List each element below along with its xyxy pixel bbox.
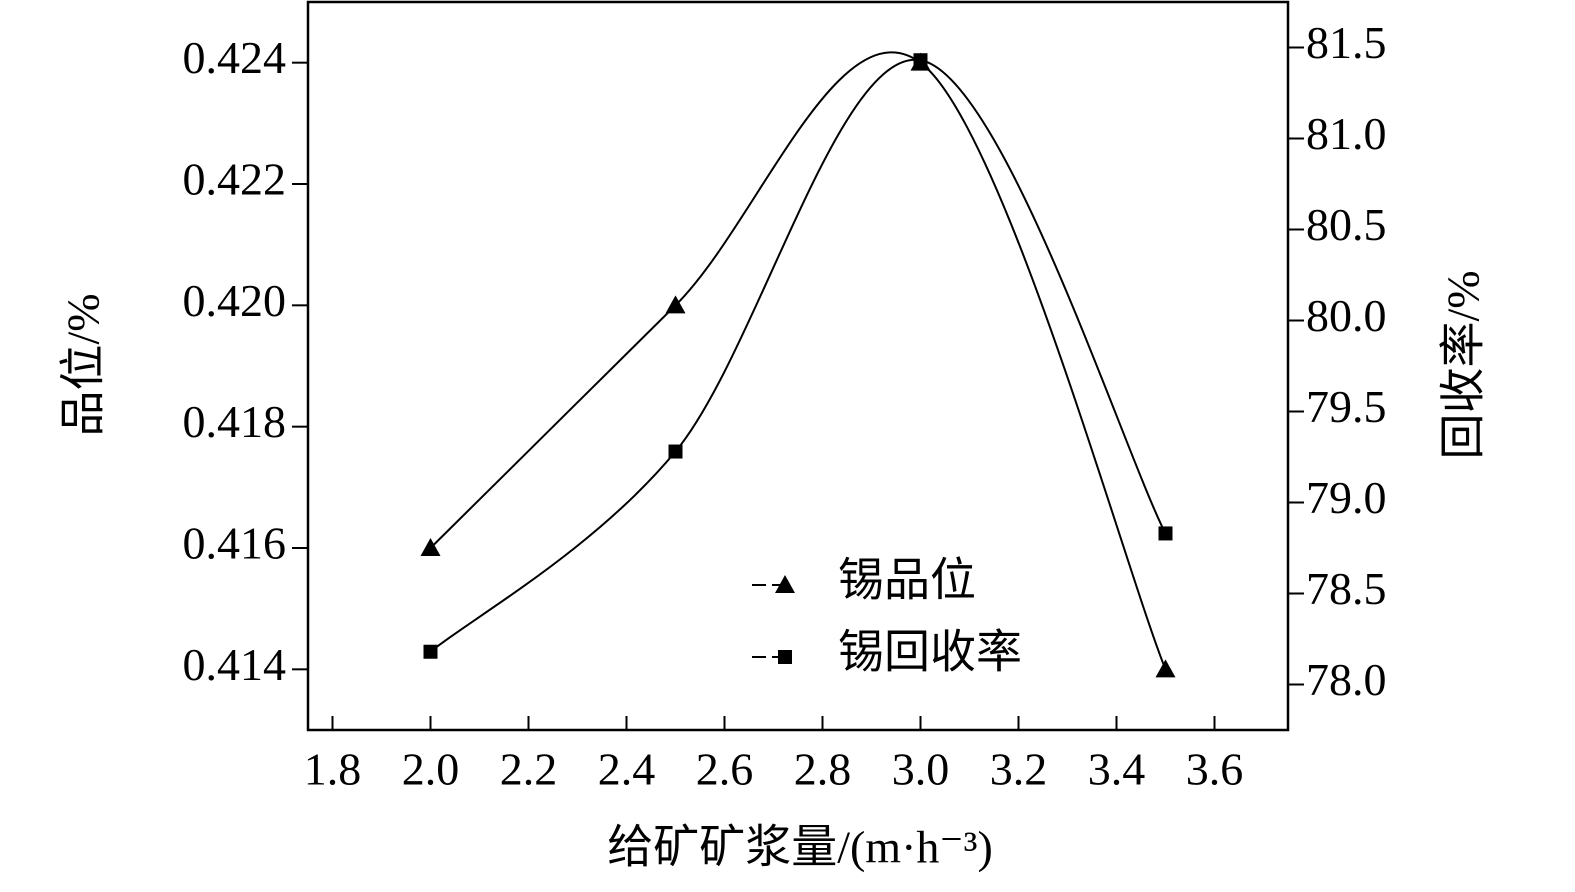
y-tick-label: 0.422 xyxy=(183,154,287,205)
x-axis-title: 给矿矿浆量/(m·h⁻³) xyxy=(607,822,993,873)
series-line xyxy=(429,51,1167,670)
x-tick-label: 2.6 xyxy=(696,744,754,795)
y2-tick-label: 80.0 xyxy=(1306,290,1387,341)
y2-tick-label: 80.5 xyxy=(1306,199,1387,250)
y-tick-label: 0.416 xyxy=(183,518,287,569)
plot-frame xyxy=(306,0,1290,732)
legend-label: 锡品位 xyxy=(838,555,976,606)
y-tick-label: 0.418 xyxy=(183,396,287,447)
data-point xyxy=(1158,526,1173,541)
data-point xyxy=(1155,659,1176,678)
data-point xyxy=(423,644,438,659)
x-tick-label: 3.4 xyxy=(1088,744,1146,795)
legend-marker xyxy=(775,575,795,593)
x-tick-label: 2.2 xyxy=(500,744,558,795)
data-point xyxy=(913,53,928,68)
x-tick-label: 3.2 xyxy=(990,744,1048,795)
y-tick-label: 0.424 xyxy=(183,32,287,83)
x-tick-label: 1.8 xyxy=(304,744,362,795)
x-tick-label: 2.8 xyxy=(794,744,852,795)
series-line xyxy=(429,59,1167,653)
legend-label: 锡回收率 xyxy=(838,627,1022,678)
x-tick-label: 3.6 xyxy=(1186,744,1244,795)
y2-tick-label: 79.0 xyxy=(1306,472,1387,523)
x-tick-label: 3.0 xyxy=(892,744,950,795)
y-tick-label: 0.420 xyxy=(183,275,287,326)
legend-marker xyxy=(778,650,792,664)
y2-axis-title: 回收率/% xyxy=(1438,270,1489,459)
y2-tick-label: 79.5 xyxy=(1306,381,1387,432)
y2-tick-label: 81.0 xyxy=(1306,108,1387,159)
x-tick-label: 2.4 xyxy=(598,744,656,795)
data-point xyxy=(665,295,686,314)
y2-tick-label: 78.0 xyxy=(1306,654,1387,705)
y-axis-title: 品位/% xyxy=(58,293,109,436)
y-tick-label: 0.414 xyxy=(183,639,287,690)
y2-tick-label: 81.5 xyxy=(1306,17,1387,68)
data-point xyxy=(420,538,441,556)
x-tick-label: 2.0 xyxy=(402,744,460,795)
data-point xyxy=(668,444,683,459)
y2-tick-label: 78.5 xyxy=(1306,563,1387,614)
